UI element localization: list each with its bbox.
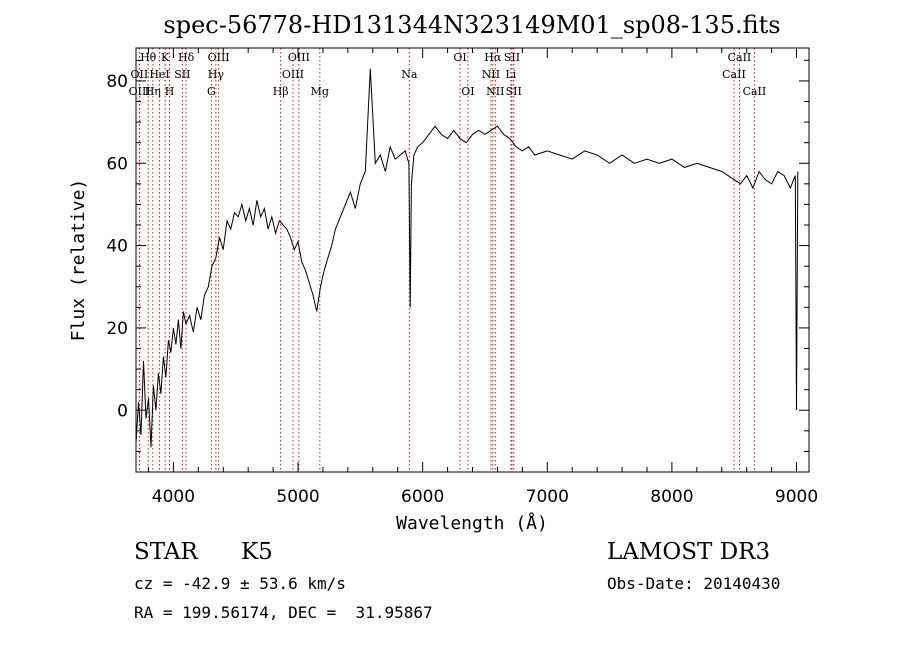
- chart-title: spec-56778-HD131344N323149M01_sp08-135.f…: [163, 11, 780, 39]
- x-tick-label-5: 9000: [775, 487, 818, 507]
- y-tick-label-1: 20: [106, 319, 128, 339]
- line-label-13: OIII: [282, 68, 304, 81]
- line-label-18: OI: [461, 85, 474, 98]
- line-label-21: NII: [486, 85, 504, 98]
- object-subclass: K5: [241, 539, 273, 565]
- line-label-27: CaII: [743, 85, 767, 98]
- line-label-17: OI: [453, 51, 466, 64]
- line-label-8: H: [165, 85, 175, 98]
- line-label-9: OIII: [208, 51, 230, 64]
- y-tick-label-4: 80: [106, 72, 128, 92]
- line-label-10: Hγ: [208, 68, 225, 81]
- series-flux: [135, 68, 799, 448]
- x-tick-label-2: 6000: [401, 487, 444, 507]
- line-label-23: Li: [505, 68, 516, 81]
- object-class: STAR: [134, 539, 198, 565]
- coordinates: RA = 199.56174, DEC = 31.95867: [134, 603, 433, 622]
- y-tick-label-2: 40: [106, 237, 128, 257]
- line-label-7: SII: [174, 68, 190, 81]
- line-label-16: Na: [401, 68, 418, 81]
- line-label-26: CaII: [722, 68, 746, 81]
- y-axis-ticks: 0 20 40 60 80: [106, 59, 809, 452]
- x-tick-label-0: 4000: [152, 487, 195, 507]
- obs-date: Obs-Date: 20140430: [607, 574, 781, 593]
- y-tick-label-3: 60: [106, 154, 128, 174]
- line-label-19: Hα: [484, 51, 502, 64]
- line-label-11: G: [207, 85, 216, 98]
- line-label-0: Hθ: [140, 51, 157, 64]
- line-label-4: HeI: [149, 68, 169, 81]
- line-label-24: SII: [506, 85, 522, 98]
- x-axis-ticks: 4000 5000 6000 7000 8000 9000: [147, 48, 818, 507]
- line-label-12: OIII: [288, 51, 310, 64]
- plot-frame: [135, 47, 810, 473]
- line-label-25: CaII: [728, 51, 752, 64]
- line-label-3: K: [161, 51, 170, 64]
- y-tick-label-0: 0: [117, 401, 128, 421]
- line-label-14: Hβ: [273, 85, 289, 98]
- line-label-5: Hη: [145, 85, 161, 98]
- x-axis-label: Wavelength (Å): [396, 512, 548, 534]
- spectral-line-markers: [138, 48, 755, 472]
- line-label-15: Mg: [311, 85, 329, 98]
- spectral-line-labels: Hθ OII OIII K HeI Hη Hδ SII H OIII Hγ G OIII OIII Hβ Mg…: [129, 51, 767, 98]
- line-label-1: OII: [131, 68, 149, 81]
- redshift-readout: cz = -42.9 ± 53.6 km/s: [134, 574, 346, 593]
- x-tick-label-1: 5000: [276, 487, 319, 507]
- y-axis-label: Flux (relative): [68, 179, 89, 342]
- line-label-6: Hδ: [178, 51, 195, 64]
- line-label-22: SII: [504, 51, 520, 64]
- line-label-20: NII: [482, 68, 500, 81]
- x-tick-label-3: 7000: [526, 487, 569, 507]
- line-label-2: OIII: [129, 85, 151, 98]
- survey-name: LAMOST DR3: [607, 539, 771, 565]
- x-tick-label-4: 8000: [650, 487, 693, 507]
